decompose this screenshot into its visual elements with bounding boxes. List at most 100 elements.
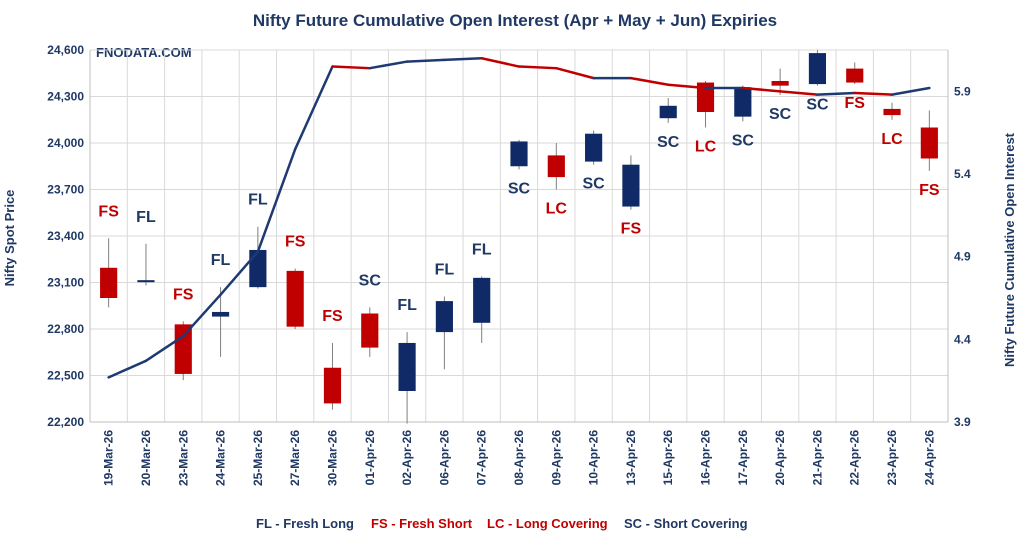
chart-title: Nifty Future Cumulative Open Interest (A… (253, 11, 777, 30)
y-tick-right: 4.9 (954, 250, 971, 264)
x-tick-label: 24-Mar-26 (214, 430, 228, 486)
signal-label: SC (582, 176, 605, 193)
signal-label: FS (173, 286, 194, 303)
signal-label: FS (919, 182, 940, 199)
y-tick-left: 22,800 (47, 322, 84, 336)
x-tick-label: 23-Apr-26 (885, 430, 899, 486)
x-tick-label: 10-Apr-26 (587, 430, 601, 486)
oi-line-segment (517, 65, 558, 70)
oi-line-segment (293, 65, 334, 151)
candle-body (883, 108, 901, 116)
signal-label: FL (472, 241, 492, 258)
y-tick-right: 5.4 (954, 167, 971, 181)
y-tick-left: 22,200 (47, 415, 84, 429)
x-tick-label: 27-Mar-26 (288, 430, 302, 486)
candle-body (323, 367, 342, 404)
candle-body (696, 82, 715, 112)
oi-line-segment (778, 90, 819, 96)
signal-label: SC (508, 180, 531, 197)
legend-sc: SC - Short Covering (624, 516, 748, 531)
signal-label: SC (806, 97, 829, 114)
candle-body (100, 267, 118, 298)
x-tick-label: 20-Apr-26 (773, 430, 787, 486)
x-tick-label: 24-Apr-26 (922, 430, 936, 486)
x-tick-label: 09-Apr-26 (549, 430, 563, 486)
x-tick-label: 17-Apr-26 (736, 430, 750, 486)
oi-line-segment (480, 57, 521, 68)
signal-label: FL (397, 297, 417, 314)
x-tick-label: 16-Apr-26 (699, 430, 713, 486)
candle-body (547, 155, 565, 178)
signal-label: FL (435, 261, 455, 278)
y-tick-left: 23,700 (47, 183, 84, 197)
signal-label: LC (695, 139, 717, 156)
candle-body (808, 53, 827, 85)
y-tick-left: 24,000 (47, 136, 84, 150)
oi-line-segment (107, 359, 148, 379)
signal-label: FS (845, 95, 866, 112)
candle-body (473, 277, 491, 323)
signal-label: FS (285, 234, 306, 251)
candle-body (734, 87, 752, 117)
signal-label: FS (621, 221, 642, 238)
x-tick-label: 01-Apr-26 (363, 430, 377, 486)
signal-label: FL (248, 192, 268, 209)
candle-body (771, 81, 789, 86)
candle-body (622, 164, 640, 207)
candle-body (585, 133, 603, 162)
candle-body (137, 280, 155, 283)
y-tick-right: 3.9 (954, 415, 971, 429)
x-tick-label: 20-Mar-26 (139, 430, 153, 486)
candle-body (920, 127, 938, 159)
y-tick-right: 4.4 (954, 332, 971, 346)
y-tick-left: 24,300 (47, 90, 84, 104)
oi-line-segment (368, 60, 409, 70)
oi-line-segment (629, 76, 670, 86)
candle-body (361, 313, 379, 348)
candle-body (398, 342, 416, 391)
y-axis-left-label: Nifty Spot Price (2, 190, 17, 287)
oi-line-segment (666, 83, 707, 90)
signal-label: LC (881, 131, 903, 148)
oi-line-segment (443, 57, 483, 62)
x-tick-label: 19-Mar-26 (102, 430, 116, 486)
signal-label: SC (769, 106, 792, 123)
y-tick-left: 23,100 (47, 276, 84, 290)
y-tick-left: 24,600 (47, 43, 84, 57)
signal-label: SC (359, 272, 382, 289)
candle-body (435, 301, 453, 333)
oi-line-segment (144, 334, 185, 363)
signal-label: FS (322, 308, 343, 325)
candle-body (659, 105, 677, 119)
x-tick-label: 21-Apr-26 (810, 430, 824, 486)
x-tick-label: 22-Apr-26 (848, 430, 862, 486)
oi-line-segment (853, 91, 894, 96)
oi-line-segment (555, 66, 595, 80)
candle-body (846, 68, 864, 83)
legend-fl: FL - Fresh Long (256, 516, 354, 531)
legend-lc: LC - Long Covering (487, 516, 608, 531)
y-tick-left: 23,400 (47, 229, 84, 243)
x-tick-label: 07-Apr-26 (475, 430, 489, 486)
candle-body (174, 324, 192, 374)
oi-line-segment (256, 147, 297, 253)
x-tick-label: 30-Mar-26 (325, 430, 339, 486)
oi-line-segment (816, 91, 856, 96)
candle-body (510, 141, 528, 167)
x-tick-label: 25-Mar-26 (251, 430, 265, 486)
candle-body (249, 249, 267, 288)
oi-line-segment (182, 293, 222, 338)
signal-label: FS (98, 203, 119, 220)
legend-fs: FS - Fresh Short (371, 516, 473, 531)
y-tick-right: 5.9 (954, 84, 971, 98)
oi-line-segment (890, 86, 931, 96)
oi-line-segment (741, 86, 782, 93)
y-axis-right-label: Nifty Future Cumulative Open Interest (1002, 132, 1017, 367)
x-tick-label: 08-Apr-26 (512, 430, 526, 486)
oi-line-segment (219, 250, 260, 296)
signal-label: FL (136, 209, 156, 226)
signal-label: LC (546, 201, 568, 218)
x-tick-label: 06-Apr-26 (437, 430, 451, 486)
